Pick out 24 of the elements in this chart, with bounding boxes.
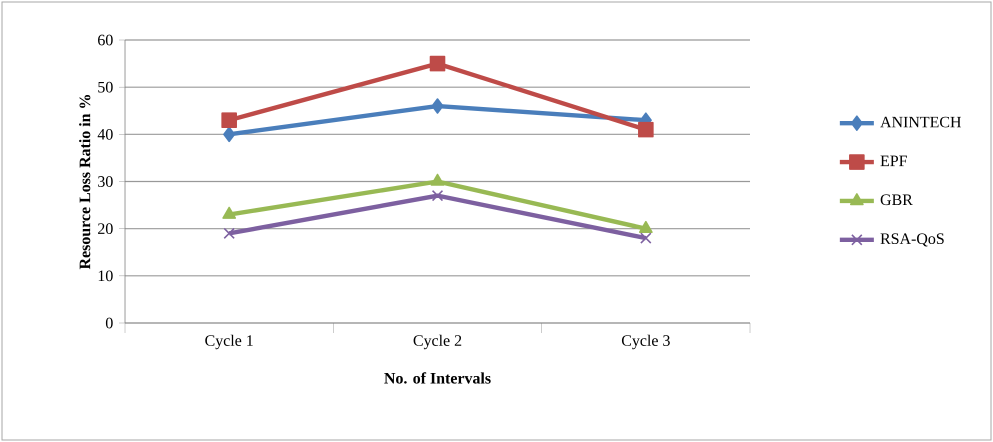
y-tick-label: 50 bbox=[98, 82, 113, 93]
y-tick-label: 10 bbox=[98, 270, 113, 282]
x-tick-label: Cycle 3 bbox=[622, 334, 670, 350]
y-tick-label: 20 bbox=[98, 223, 113, 234]
point bbox=[431, 98, 444, 114]
point bbox=[223, 228, 235, 240]
x-tick-label: Cycle 2 bbox=[414, 334, 462, 350]
y-tick-label: 40 bbox=[98, 128, 113, 140]
point bbox=[223, 126, 236, 142]
point bbox=[221, 112, 237, 128]
legend-label: GBR bbox=[880, 194, 913, 206]
y-tick-label: 0 bbox=[106, 318, 113, 328]
y-axis-title: Resource Loss Ratio in % bbox=[79, 95, 90, 270]
x-axis-title: No. of Intervals bbox=[384, 372, 491, 384]
legend-label: EPF bbox=[880, 156, 907, 166]
y-tick-label: 30 bbox=[98, 176, 113, 187]
legend-label: ANINTECH bbox=[880, 116, 962, 128]
y-tick-label: 60 bbox=[98, 34, 113, 46]
point bbox=[432, 190, 444, 202]
legend-label: RSA-QoS bbox=[880, 233, 944, 246]
point bbox=[640, 232, 652, 244]
x-tick-label: Cycle 1 bbox=[205, 334, 253, 350]
point bbox=[430, 56, 446, 72]
point bbox=[638, 122, 654, 138]
